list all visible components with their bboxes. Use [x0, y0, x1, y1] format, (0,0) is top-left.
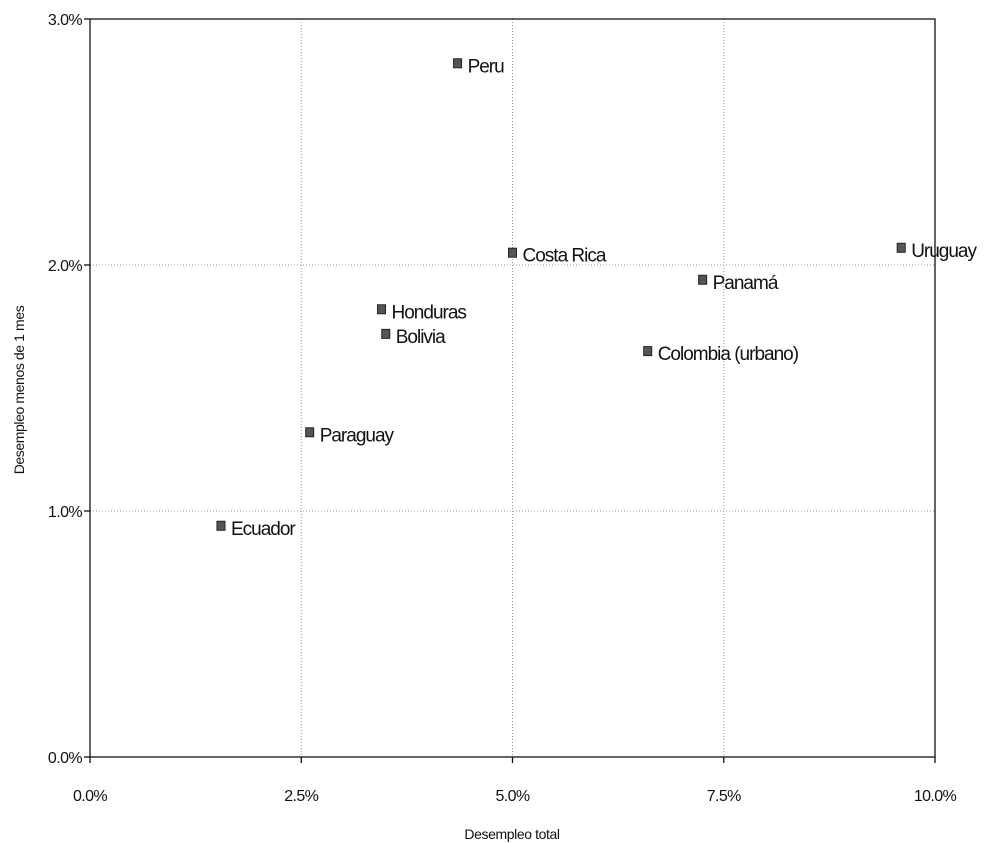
axes — [84, 18, 936, 763]
y-tick-label: 1.0% — [48, 504, 82, 521]
data-point: Costa Rica — [508, 246, 608, 267]
point-marker — [643, 346, 653, 357]
plot-frame — [89, 18, 936, 758]
point-label: Colombia (urbano) — [658, 344, 799, 365]
y-tick-labels: 0.0% 1.0% 2.0% 3.0% — [48, 12, 83, 767]
data-point: Bolivia — [381, 327, 447, 348]
point-marker — [216, 520, 226, 531]
x-tick-label: 7.5% — [707, 788, 741, 805]
point-marker — [698, 274, 708, 285]
data-points: Peru Costa Rica Uruguay Panamá Honduras Boliv… — [216, 56, 979, 540]
x-tick-label: 10.0% — [914, 788, 957, 805]
data-point: Paraguay — [305, 425, 396, 446]
point-marker — [377, 304, 387, 315]
point-label: Uruguay — [911, 241, 977, 262]
point-label: Paraguay — [320, 425, 395, 446]
point-label: Costa Rica — [523, 246, 607, 267]
x-axis-title: Desempleo total — [464, 826, 559, 842]
point-label: Panamá — [713, 273, 779, 294]
point-marker — [453, 58, 463, 69]
point-marker — [508, 247, 517, 258]
y-tick-label: 3.0% — [48, 12, 82, 29]
point-label: Ecuador — [231, 519, 296, 540]
y-axis-title: Desempleo menos de 1 mes — [11, 305, 27, 474]
point-marker — [381, 328, 391, 339]
y-tick-label: 0.0% — [48, 750, 82, 767]
point-label: Peru — [468, 56, 505, 77]
x-tick-label: 0.0% — [73, 788, 107, 805]
point-label: Bolivia — [396, 327, 446, 348]
data-point: Uruguay — [896, 241, 979, 262]
data-point: Panamá — [698, 273, 780, 294]
x-tick-label: 2.5% — [284, 788, 318, 805]
data-point: Honduras — [377, 302, 467, 323]
data-point: Peru — [453, 56, 505, 77]
point-marker — [896, 242, 906, 253]
point-marker — [305, 427, 315, 438]
data-point: Colombia (urbano) — [643, 344, 800, 365]
data-point: Ecuador — [216, 519, 297, 540]
y-tick-label: 2.0% — [48, 258, 82, 275]
x-tick-label: 5.0% — [495, 788, 529, 805]
x-tick-labels: 0.0% 2.5% 5.0% 7.5% 10.0% — [73, 788, 957, 805]
point-label: Honduras — [392, 302, 467, 323]
